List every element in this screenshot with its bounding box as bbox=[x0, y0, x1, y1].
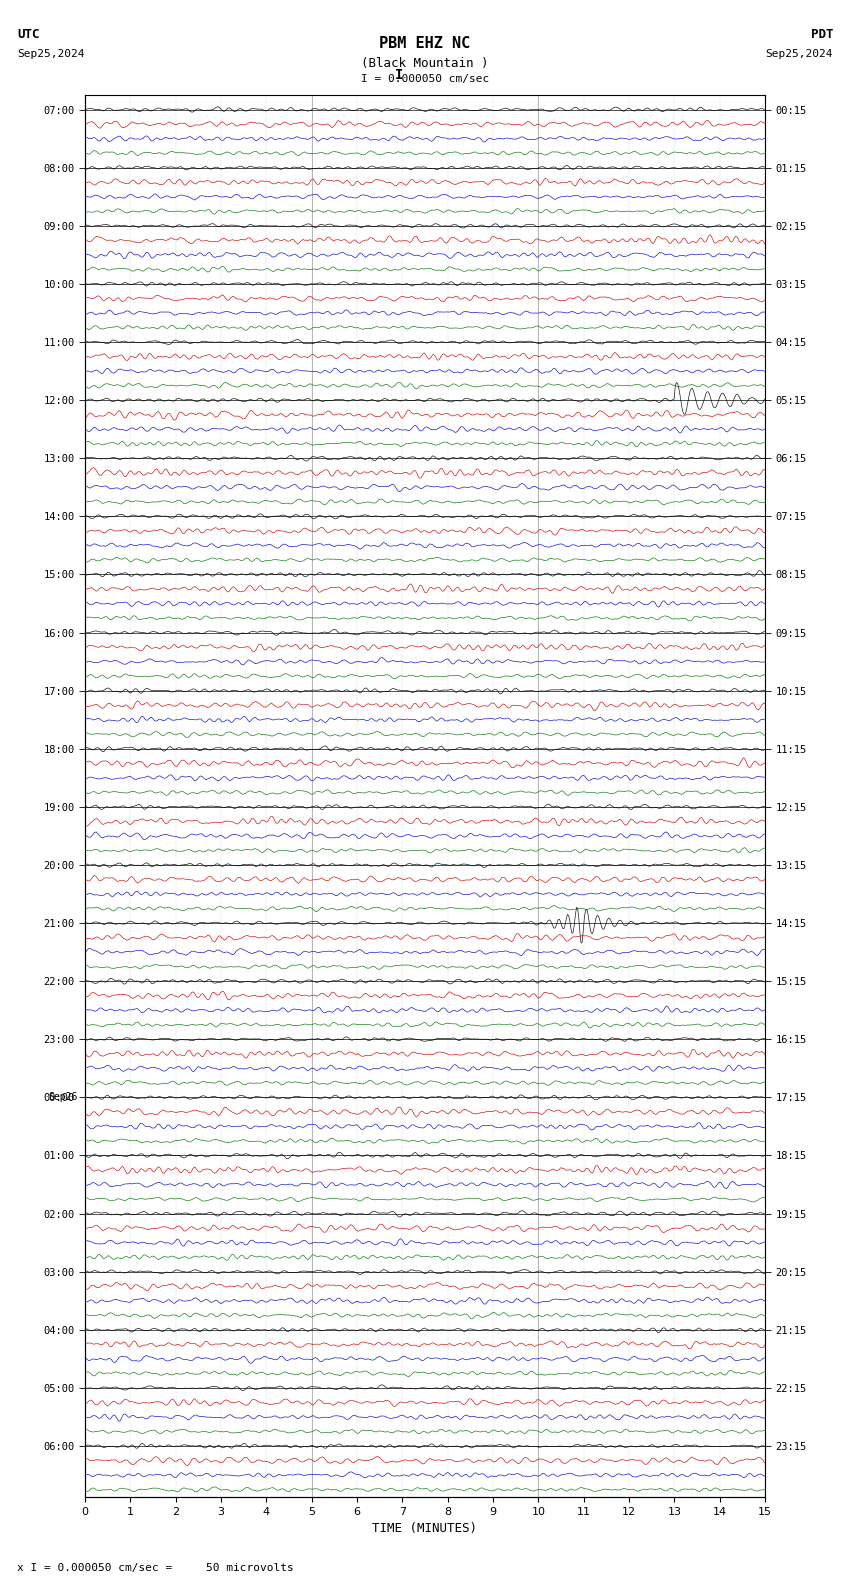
Text: Sep25,2024: Sep25,2024 bbox=[17, 49, 84, 59]
Text: UTC: UTC bbox=[17, 29, 39, 41]
Text: PDT: PDT bbox=[811, 29, 833, 41]
Text: x I = 0.000050 cm/sec =     50 microvolts: x I = 0.000050 cm/sec = 50 microvolts bbox=[17, 1563, 294, 1573]
Text: Sep25,2024: Sep25,2024 bbox=[766, 49, 833, 59]
Text: I: I bbox=[395, 68, 404, 82]
Text: PBM EHZ NC: PBM EHZ NC bbox=[379, 36, 471, 51]
Text: (Black Mountain ): (Black Mountain ) bbox=[361, 57, 489, 70]
X-axis label: TIME (MINUTES): TIME (MINUTES) bbox=[372, 1522, 478, 1535]
Text: Sep26: Sep26 bbox=[48, 1093, 78, 1102]
Text: I = 0.000050 cm/sec: I = 0.000050 cm/sec bbox=[361, 74, 489, 84]
